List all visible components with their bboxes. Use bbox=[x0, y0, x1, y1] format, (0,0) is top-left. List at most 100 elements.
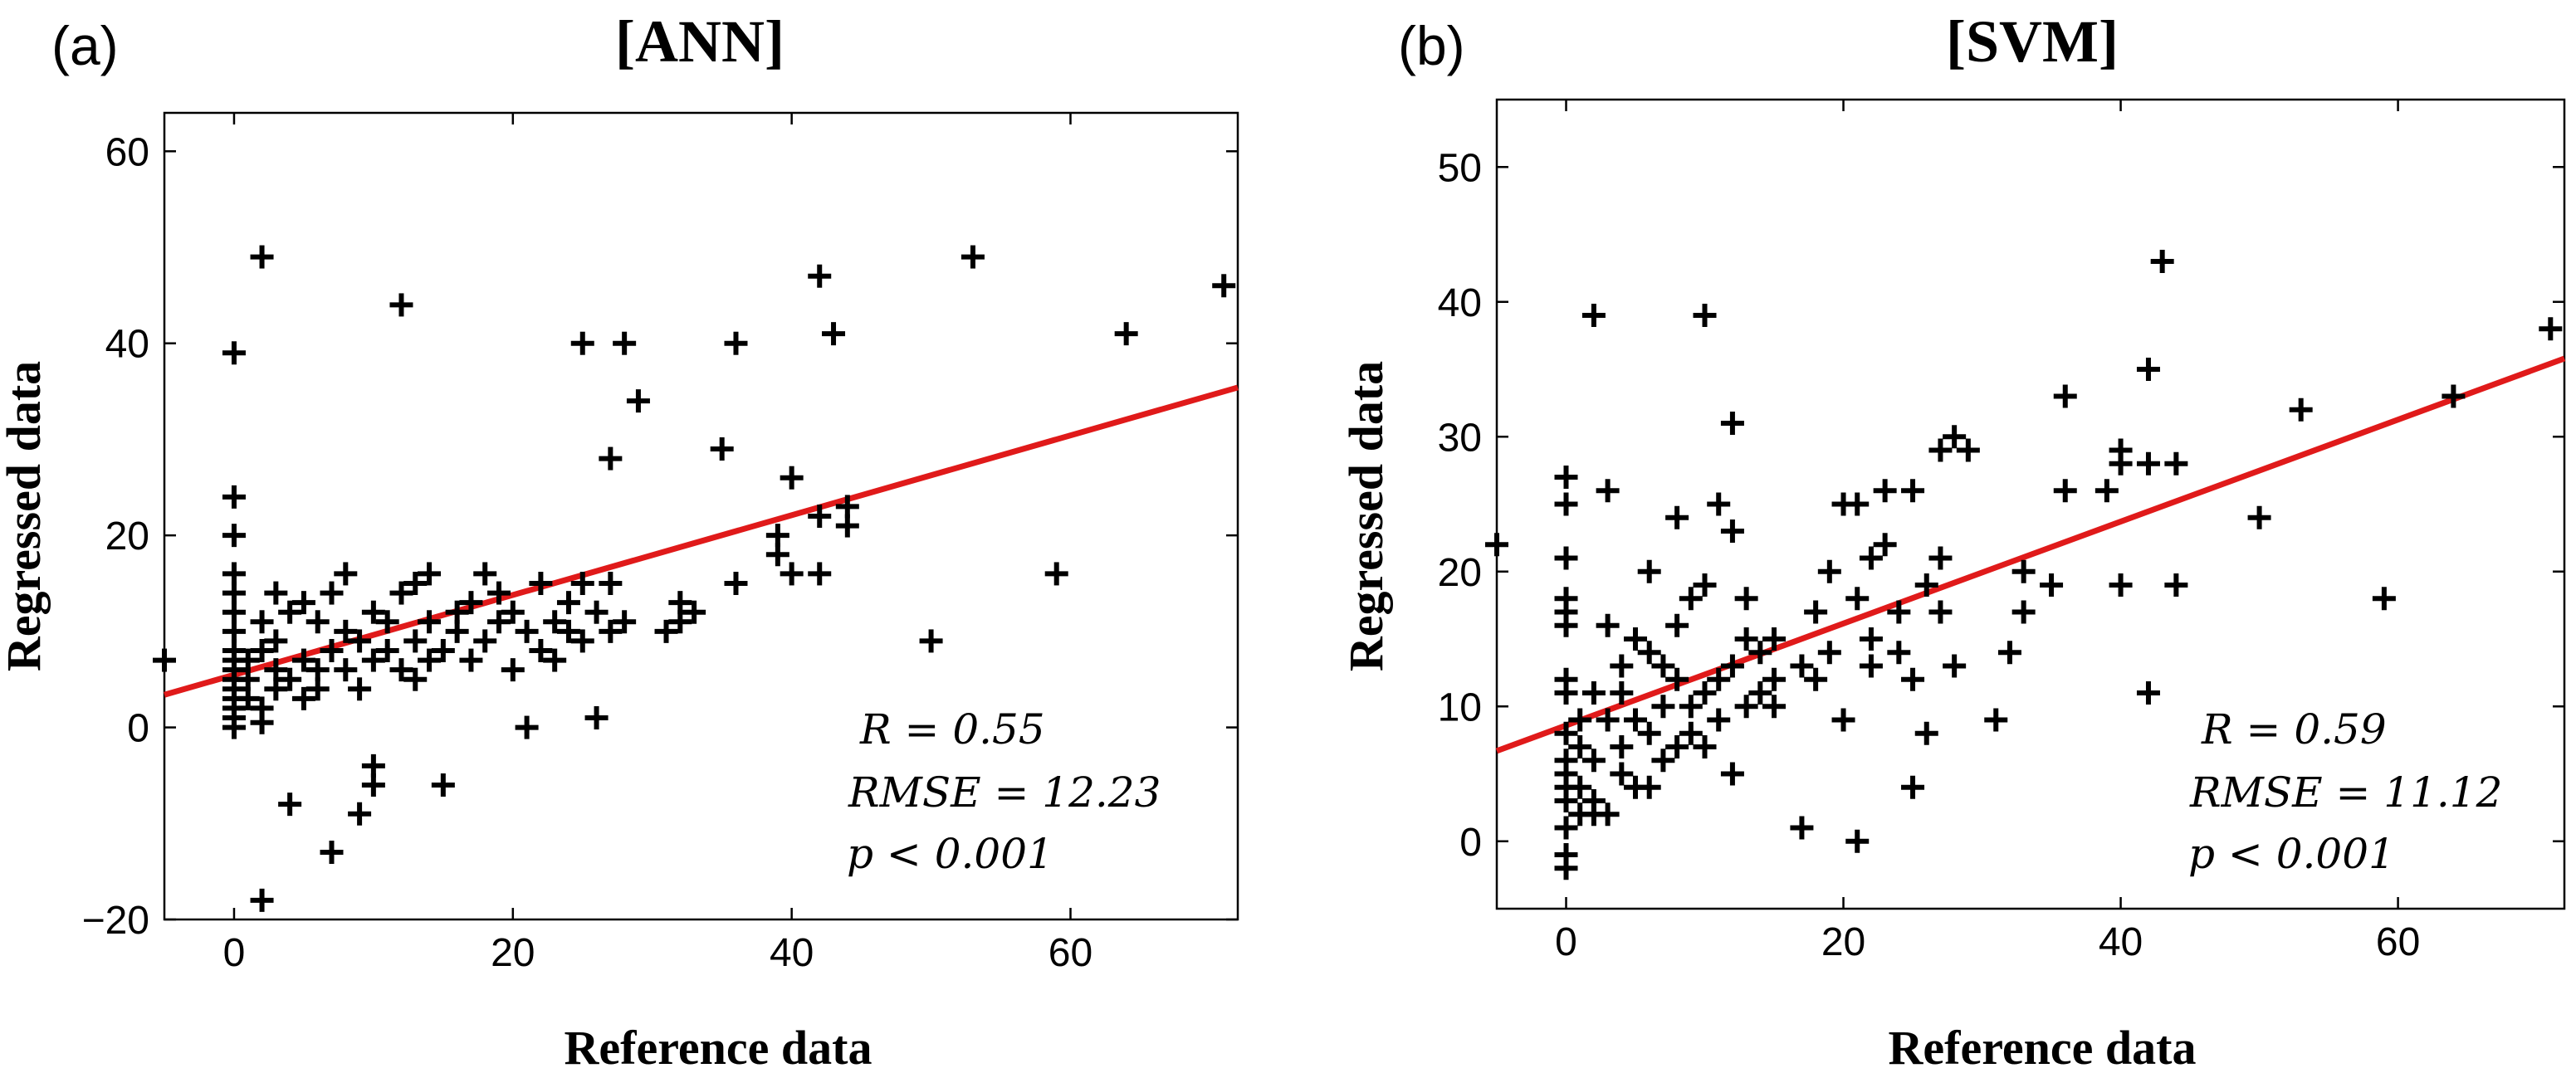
data-point-svm-93 bbox=[1928, 438, 1953, 462]
data-point-svm-36 bbox=[1624, 708, 1648, 732]
data-point-svm-86 bbox=[1887, 600, 1911, 624]
data-point-svm-117 bbox=[2289, 397, 2313, 422]
data-point-svm-37 bbox=[1637, 559, 1661, 583]
data-point-svm-48 bbox=[1679, 721, 1703, 745]
data-point-svm-72 bbox=[1804, 600, 1828, 624]
data-point-svm-53 bbox=[1693, 681, 1717, 705]
data-point-svm-51 bbox=[1693, 304, 1717, 327]
data-point-svm-91 bbox=[1914, 573, 1938, 597]
data-point-ann-78 bbox=[529, 639, 553, 662]
data-point-svm-50 bbox=[1679, 587, 1703, 611]
data-point-svm-114 bbox=[2164, 451, 2188, 476]
fit-line-group-ann bbox=[164, 384, 1239, 698]
data-point-svm-71 bbox=[1790, 654, 1814, 678]
ticks-group-ann: 0 20 40 60 −20 0 20 40 60 bbox=[82, 113, 1238, 975]
data-point-ann-97 bbox=[682, 600, 706, 624]
data-point-ann-113 bbox=[1044, 562, 1068, 586]
data-point-ann-30 bbox=[278, 600, 302, 624]
data-point-svm-80 bbox=[1845, 587, 1870, 611]
data-point-svm-66 bbox=[1748, 641, 1772, 665]
data-point-svm-29 bbox=[1596, 708, 1620, 732]
data-point-svm-83 bbox=[1859, 627, 1883, 651]
x-tick-label-svm: 60 bbox=[2376, 920, 2420, 964]
stat-rmse-ann: RMSE = 12.23 bbox=[848, 768, 1161, 817]
data-point-svm-110 bbox=[2136, 358, 2160, 381]
data-point-ann-1 bbox=[222, 341, 246, 365]
data-point-ann-68 bbox=[459, 591, 483, 615]
data-point-ann-74 bbox=[501, 600, 525, 624]
data-point-svm-88 bbox=[1901, 479, 1925, 503]
data-point-ann-72 bbox=[487, 610, 511, 634]
data-point-svm-56 bbox=[1707, 492, 1731, 516]
data-point-ann-58 bbox=[403, 667, 428, 691]
data-point-ann-39 bbox=[320, 639, 344, 662]
data-point-svm-54 bbox=[1693, 735, 1717, 758]
data-point-ann-99 bbox=[724, 331, 748, 355]
data-point-ann-96 bbox=[668, 610, 692, 634]
data-point-svm-34 bbox=[1624, 627, 1648, 651]
data-point-svm-105 bbox=[2053, 479, 2077, 503]
data-point-ann-59 bbox=[403, 572, 428, 595]
data-point-ann-45 bbox=[348, 629, 372, 653]
data-point-ann-108 bbox=[822, 322, 846, 346]
data-point-ann-20 bbox=[250, 245, 274, 269]
data-point-svm-8 bbox=[1554, 681, 1578, 705]
x-axis-label-svm: Reference data bbox=[1889, 1021, 2197, 1073]
x-tick-label-ann: 40 bbox=[770, 931, 814, 975]
data-point-svm-32 bbox=[1610, 735, 1634, 758]
data-point-ann-35 bbox=[291, 591, 315, 615]
y-tick-label-svm: 0 bbox=[1459, 821, 1482, 865]
data-point-ann-105 bbox=[808, 264, 832, 288]
y-tick-label-svm: 10 bbox=[1438, 685, 1482, 729]
data-point-ann-44 bbox=[334, 658, 358, 682]
data-point-ann-107 bbox=[808, 562, 832, 586]
data-point-svm-118 bbox=[2372, 587, 2396, 611]
data-point-ann-16 bbox=[222, 715, 246, 739]
data-point-svm-115 bbox=[2164, 573, 2188, 597]
x-tick-label-ann: 20 bbox=[491, 931, 535, 975]
data-point-svm-75 bbox=[1817, 641, 1841, 665]
chart-title-svm: [SVM] bbox=[1946, 8, 2119, 75]
data-point-svm-43 bbox=[1651, 654, 1675, 678]
data-point-svm-96 bbox=[1943, 425, 1967, 449]
data-point-ann-110 bbox=[835, 514, 859, 538]
data-point-svm-106 bbox=[2095, 479, 2119, 503]
data-point-svm-52 bbox=[1693, 573, 1717, 597]
data-point-svm-42 bbox=[1651, 749, 1675, 773]
y-tick-label-svm: 20 bbox=[1438, 551, 1482, 595]
data-point-ann-57 bbox=[403, 629, 428, 653]
data-point-ann-43 bbox=[334, 562, 358, 586]
data-point-ann-77 bbox=[529, 572, 553, 595]
data-point-ann-67 bbox=[459, 648, 483, 672]
fit-line-ann bbox=[164, 384, 1239, 698]
data-point-ann-19 bbox=[236, 648, 260, 672]
data-point-svm-21 bbox=[1581, 304, 1606, 327]
data-point-ann-75 bbox=[515, 619, 539, 643]
data-point-ann-82 bbox=[556, 619, 580, 643]
ticks-group-svm: 0 20 40 60 0 10 20 30 40 50 bbox=[1438, 100, 2564, 964]
data-point-ann-29 bbox=[264, 581, 288, 605]
data-point-ann-80 bbox=[543, 648, 567, 672]
data-point-svm-13 bbox=[1554, 789, 1578, 812]
fit-line-group-svm bbox=[1495, 355, 2566, 754]
data-point-ann-38 bbox=[306, 677, 330, 701]
data-point-svm-16 bbox=[1554, 856, 1578, 880]
data-point-ann-32 bbox=[278, 793, 302, 817]
data-point-svm-111 bbox=[2136, 451, 2160, 476]
data-point-ann-22 bbox=[250, 639, 274, 662]
data-point-ann-2 bbox=[222, 485, 246, 509]
data-point-ann-53 bbox=[375, 610, 399, 634]
data-point-ann-112 bbox=[961, 245, 985, 269]
data-point-svm-61 bbox=[1720, 654, 1744, 678]
data-point-ann-23 bbox=[250, 610, 274, 634]
data-point-ann-0 bbox=[153, 648, 176, 672]
data-point-svm-45 bbox=[1665, 735, 1689, 758]
data-point-ann-40 bbox=[320, 581, 344, 605]
data-point-svm-68 bbox=[1762, 695, 1787, 719]
data-point-svm-38 bbox=[1637, 641, 1661, 665]
y-tick-label-svm: 30 bbox=[1438, 416, 1482, 460]
data-point-svm-79 bbox=[1845, 829, 1870, 853]
data-point-svm-62 bbox=[1734, 627, 1758, 651]
y-tick-label-ann: 20 bbox=[105, 515, 149, 558]
